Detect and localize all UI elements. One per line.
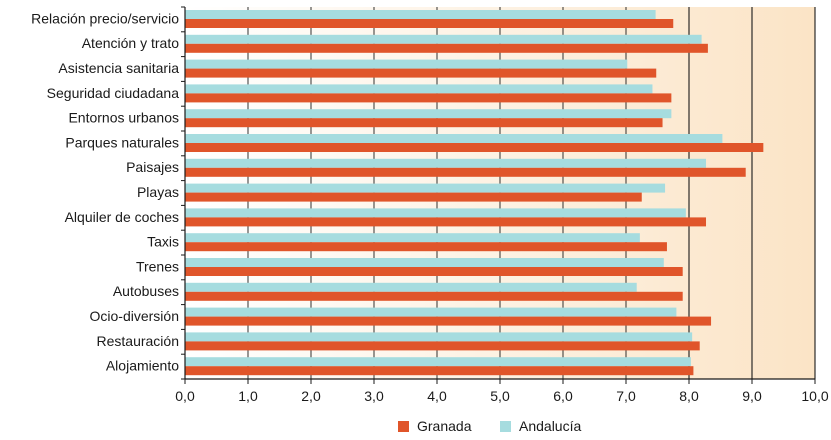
bar-granada — [185, 43, 708, 53]
category-label: Playas — [137, 184, 179, 200]
bar-andalucia — [185, 332, 693, 342]
bar-granada — [185, 167, 746, 177]
x-tick-label: 8,0 — [679, 388, 699, 404]
bar-andalucia — [185, 10, 656, 19]
bar-granada — [185, 93, 672, 103]
axes — [181, 6, 816, 384]
category-label: Alojamiento — [106, 358, 179, 374]
bar-andalucia — [185, 84, 653, 94]
bar-granada — [185, 68, 657, 78]
category-label: Entornos urbanos — [68, 110, 179, 126]
bar-andalucia — [185, 158, 707, 168]
category-label: Autobuses — [113, 283, 179, 299]
x-tick-labels: 0,0 1,0 2,0 3,0 4,0 5,0 6,0 7,0 8,0 9,0 10,0 — [175, 388, 829, 404]
x-tick-label: 7,0 — [616, 388, 636, 404]
bar-andalucia — [185, 208, 686, 218]
category-label: Parques naturales — [65, 134, 179, 150]
bar-andalucia — [185, 109, 672, 119]
bar-andalucia — [185, 233, 640, 243]
bar-granada — [185, 366, 694, 376]
x-tick-label: 1,0 — [238, 388, 258, 404]
legend-label: Andalucía — [519, 418, 581, 434]
category-label: Alquiler de coches — [65, 209, 179, 225]
category-label: Restauración — [97, 333, 180, 349]
category-label: Trenes — [136, 258, 179, 274]
bar-andalucia — [185, 59, 628, 69]
bar-granada — [185, 341, 700, 351]
bar-granada — [185, 118, 663, 128]
bar-andalucia — [185, 34, 702, 44]
bar-granada — [185, 217, 707, 227]
category-label: Ocio-diversión — [90, 308, 179, 324]
category-label: Taxis — [147, 234, 179, 250]
category-labels: Relación precio/servicio Atención y trato… — [31, 10, 179, 373]
bar-granada — [185, 267, 683, 276]
bar-granada — [185, 291, 683, 301]
legend-swatch — [500, 421, 511, 432]
bar-granada — [185, 242, 667, 252]
legend-swatch — [398, 421, 409, 432]
legend-label: Granada — [417, 418, 472, 434]
legend: Granada Andalucía — [398, 418, 581, 434]
x-tick-label: 2,0 — [301, 388, 321, 404]
bar-andalucia — [185, 258, 664, 267]
category-label: Seguridad ciudadana — [47, 85, 180, 101]
x-tick-label: 9,0 — [742, 388, 762, 404]
x-tick-label: 4,0 — [427, 388, 447, 404]
bar-andalucia — [185, 134, 723, 143]
bar-andalucia — [185, 357, 691, 367]
x-tick-label: 5,0 — [490, 388, 510, 404]
bars — [185, 10, 764, 376]
x-tick-label: 10,0 — [801, 388, 828, 404]
category-label: Atención y trato — [82, 35, 179, 51]
bar-andalucia — [185, 282, 637, 292]
bar-granada — [185, 316, 712, 326]
x-tick-label: 3,0 — [364, 388, 384, 404]
bar-andalucia — [185, 183, 666, 193]
x-tick-label: 0,0 — [175, 388, 195, 404]
bar-granada — [185, 19, 674, 28]
x-tick-label: 6,0 — [553, 388, 573, 404]
bar-granada — [185, 192, 642, 202]
bar-granada — [185, 143, 764, 152]
bar-andalucia — [185, 307, 677, 317]
category-label: Asistencia sanitaria — [58, 60, 179, 76]
category-label: Paisajes — [126, 159, 179, 175]
category-label: Relación precio/servicio — [31, 10, 179, 26]
